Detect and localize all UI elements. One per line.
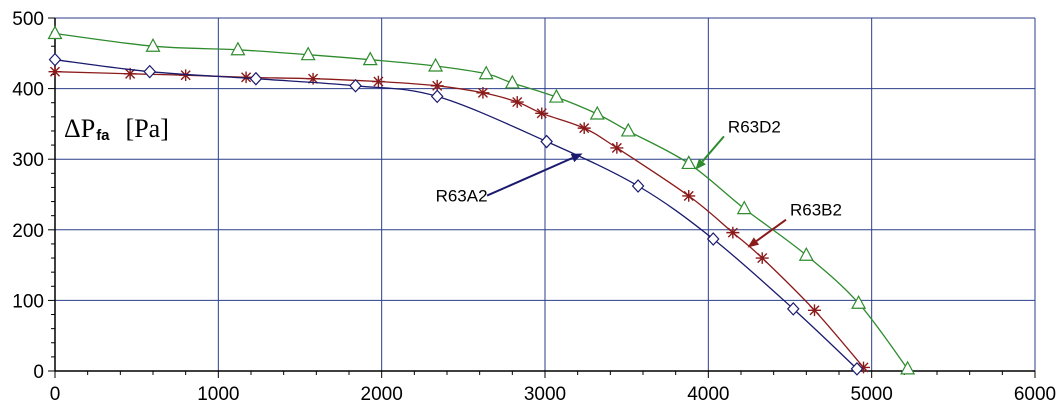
data-point-r63a2: [786, 301, 800, 316]
annotation-arrowhead-r63b2: [747, 237, 760, 248]
data-point-r63d2: [47, 25, 63, 40]
series-r63d2: [47, 25, 916, 375]
data-point-r63a2: [143, 64, 157, 79]
x-tick-label: 6000: [1014, 384, 1056, 405]
y-tick-label: 400: [12, 80, 44, 101]
data-point-r63b2: [48, 65, 62, 78]
y-tick-label: 200: [12, 221, 44, 242]
data-point-r63b2: [306, 72, 320, 85]
annotation-arrow-r63d2: [701, 135, 725, 163]
data-point-r63d2: [681, 155, 697, 170]
annotation-r63b2: R63B2: [747, 201, 842, 248]
series-layer: [47, 25, 916, 376]
data-point-r63d2: [478, 65, 494, 80]
tick-labels: 0 1000 2000 3000 4000 5000 6000 0 100 200 300 400 50…: [12, 9, 1056, 405]
annotation-label-r63b2: R63B2: [790, 201, 842, 220]
data-point-r63d2: [230, 41, 246, 56]
data-point-r63a2: [349, 78, 362, 93]
annotations: R63D2 R63B2 R63A2: [436, 117, 842, 248]
data-point-r63d2: [504, 74, 520, 89]
x-tick-label: 0: [50, 384, 61, 405]
data-point-r63d2: [851, 294, 867, 309]
x-tick-label: 5000: [851, 384, 893, 405]
data-point-r63a2: [48, 52, 62, 67]
y-tick-label: 0: [33, 362, 44, 383]
series-r63b2: [48, 65, 870, 374]
annotation-arrow-r63b2: [755, 218, 787, 242]
series-line-r63b2: [54, 71, 864, 368]
annotation-arrowhead-r63d2: [695, 158, 706, 170]
data-point-r63b2: [610, 142, 624, 154]
x-tick-label: 3000: [524, 384, 566, 405]
x-tick-label: 2000: [361, 384, 403, 405]
data-point-r63d2: [428, 57, 444, 72]
grid: [55, 17, 1036, 371]
data-point-r63a2: [706, 232, 720, 246]
data-point-r63b2: [535, 107, 549, 120]
data-point-r63b2: [857, 361, 870, 374]
data-point-r63a2: [850, 361, 864, 376]
data-point-r63d2: [300, 46, 316, 61]
y-axis-label: ΔPfa [Pa]: [64, 114, 169, 144]
x-tick-label: 1000: [197, 384, 239, 405]
data-point-r63d2: [362, 51, 378, 66]
data-point-r63b2: [755, 252, 769, 264]
data-point-r63d2: [620, 122, 636, 137]
data-point-r63a2: [430, 89, 444, 104]
data-point-r63a2: [249, 71, 263, 86]
annotation-label-r63a2: R63A2: [436, 187, 488, 206]
series-line-r63d2: [54, 32, 909, 370]
annotation-arrowhead-r63a2: [570, 153, 583, 163]
series-line-r63a2: [54, 59, 858, 370]
data-point-r63d2: [900, 360, 916, 375]
y-tick-label: 300: [12, 150, 44, 171]
data-point-r63d2: [736, 200, 752, 215]
data-point-r63b2: [239, 71, 253, 84]
x-tick-label: 4000: [687, 384, 729, 405]
y-tick-label: 100: [12, 291, 44, 312]
data-point-r63b2: [682, 190, 696, 202]
series-r63a2: [48, 52, 864, 376]
data-point-r63b2: [577, 122, 591, 134]
data-point-r63b2: [510, 96, 524, 108]
data-point-r63b2: [123, 67, 137, 80]
data-point-r63d2: [798, 246, 814, 261]
y-tick-label: 500: [12, 9, 44, 30]
annotation-arrow-r63a2: [486, 157, 573, 197]
data-point-r63d2: [548, 88, 564, 103]
annotation-label-r63d2: R63D2: [728, 117, 781, 136]
data-point-r63a2: [540, 134, 553, 149]
data-point-r63b2: [476, 86, 490, 99]
axes: [48, 17, 1036, 378]
data-point-r63d2: [589, 105, 605, 120]
data-point-r63a2: [631, 179, 645, 193]
data-point-r63b2: [430, 79, 444, 92]
annotation-r63d2: R63D2: [695, 117, 781, 170]
data-point-r63b2: [726, 226, 740, 239]
data-point-r63b2: [179, 69, 193, 82]
data-point-r63d2: [145, 37, 161, 52]
data-point-r63b2: [808, 304, 821, 317]
annotation-r63a2: R63A2: [436, 153, 583, 206]
data-point-r63b2: [371, 75, 385, 88]
